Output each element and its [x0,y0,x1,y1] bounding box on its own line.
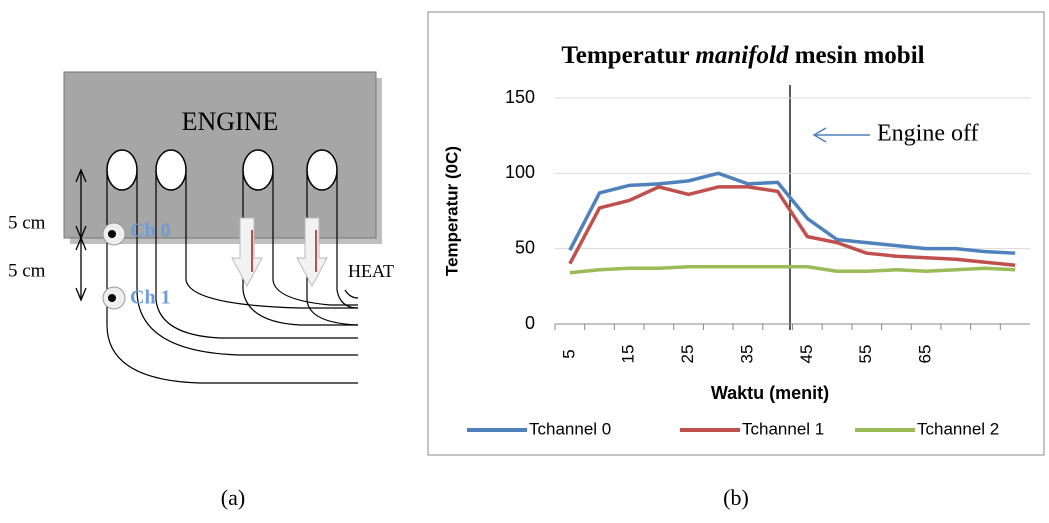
distance-label: 5 cm [8,260,46,281]
legend-label: Tchannel 2 [917,419,999,438]
y-axis-label: Temperatur (0C) [442,146,461,276]
y-tick-label: 50 [515,237,535,257]
sensors [102,222,126,310]
x-tick-label: 15 [619,345,638,364]
x-axis-label: Waktu (menit) [711,383,829,403]
x-tick-label: 55 [856,345,875,364]
distance-label: 5 cm [8,212,46,233]
chart-frame [427,11,1045,456]
channel-label: Ch 0 [130,220,171,242]
caption: (a) [221,485,245,510]
y-tick-label: 0 [525,313,535,333]
legend-label: Tchannel 1 [742,419,824,438]
dimension-arrows [75,168,87,302]
annotation-arrow [812,127,870,143]
engine-label: ENGINE [182,107,279,136]
series-line [569,264,1016,275]
title-part: Temperatur [561,42,689,69]
heat-label: HEAT [348,261,394,281]
annotation: Engine off [877,121,979,147]
ports [106,149,338,191]
chart-title: Temperatur manifold mesin mobil [561,42,924,69]
title-part: manifold [695,42,789,69]
title-part: mesin mobil [795,42,925,69]
y-tick-label: 100 [505,162,535,182]
legend-label: Tchannel 0 [529,419,611,438]
x-tick-label: 35 [737,345,756,364]
y-tick-label: 150 [505,87,535,107]
heat-arrows [231,217,328,288]
series-line [568,171,1016,255]
series-line [568,185,1016,267]
x-tick-label: 45 [797,345,816,364]
engine-diagram: ENGINE [8,71,394,384]
x-tick-label: 5 [559,349,578,358]
caption: (b) [723,485,749,510]
channel-label: Ch 1 [130,287,171,309]
x-tick-label: 65 [916,345,935,364]
wires [106,170,359,384]
x-tick-label: 25 [678,345,697,364]
